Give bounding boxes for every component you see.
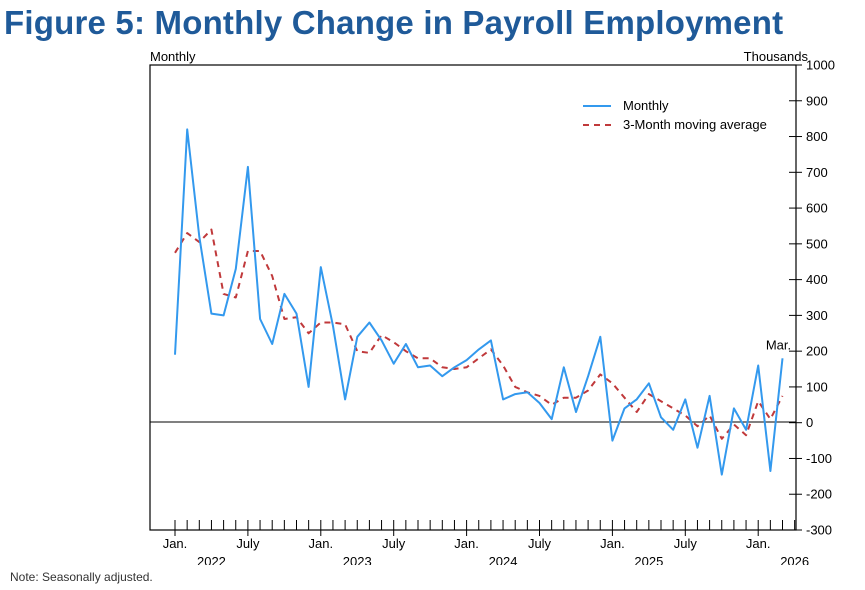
legend-label-moving-average: 3-Month moving average (623, 117, 767, 132)
y-tick-label: 900 (806, 93, 828, 108)
left-unit-label: Monthly (150, 49, 196, 64)
plot-frame (149, 64, 797, 531)
footnote: Note: Seasonally adjusted. (10, 570, 153, 584)
x-tick-label: Jan. (600, 536, 625, 551)
x-year-label: 2025 (634, 554, 663, 565)
legend: Monthly 3-Month moving average (583, 98, 767, 132)
x-axis: Jan. 2022 July Jan. 2023 July Jan. 2024 July Jan.… (163, 520, 809, 565)
x-tick-label: Jan. (454, 536, 479, 551)
x-tick-label: July (528, 536, 552, 551)
y-tick-label: -100 (806, 451, 832, 466)
right-unit-label: Thousands (744, 49, 809, 64)
x-year-label: 2023 (343, 554, 372, 565)
legend-label-monthly: Monthly (623, 98, 669, 113)
series-line-moving-average (174, 228, 784, 440)
y-tick-label: 800 (806, 129, 828, 144)
y-tick-label: 400 (806, 272, 828, 287)
x-tick-label: Jan. (309, 536, 334, 551)
y-tick-label: 300 (806, 308, 828, 323)
y-tick-label: 700 (806, 165, 828, 180)
y-tick-label: 1000 (806, 58, 835, 73)
chart-title: Figure 5: Monthly Change in Payroll Empl… (4, 4, 784, 41)
y-tick-label: -200 (806, 487, 832, 502)
series-layer (174, 128, 784, 476)
x-tick-label: Jan. (746, 536, 771, 551)
annotation-mar: Mar. (766, 337, 791, 352)
x-tick-label: July (674, 536, 698, 551)
y-tick-label: 100 (806, 379, 828, 394)
x-tick-label: July (382, 536, 406, 551)
x-year-label: 2024 (489, 554, 518, 565)
y-tick-label: 0 (806, 415, 813, 430)
x-tick-label: Jan. (163, 536, 188, 551)
series-line-monthly (174, 128, 784, 476)
payroll-line-chart: Monthly Thousands -300 -200 -100 0 100 200 300… (149, 49, 835, 565)
y-axis: -300 -200 -100 0 100 200 300 400 500 600 700 800 900… (789, 58, 835, 538)
y-tick-label: 600 (806, 201, 828, 216)
x-year-label: 2022 (197, 554, 226, 565)
y-tick-label: 200 (806, 344, 828, 359)
y-tick-label: -300 (806, 523, 832, 538)
x-year-label: 2026 (780, 554, 809, 565)
x-tick-label: July (236, 536, 260, 551)
y-tick-label: 500 (806, 236, 828, 251)
